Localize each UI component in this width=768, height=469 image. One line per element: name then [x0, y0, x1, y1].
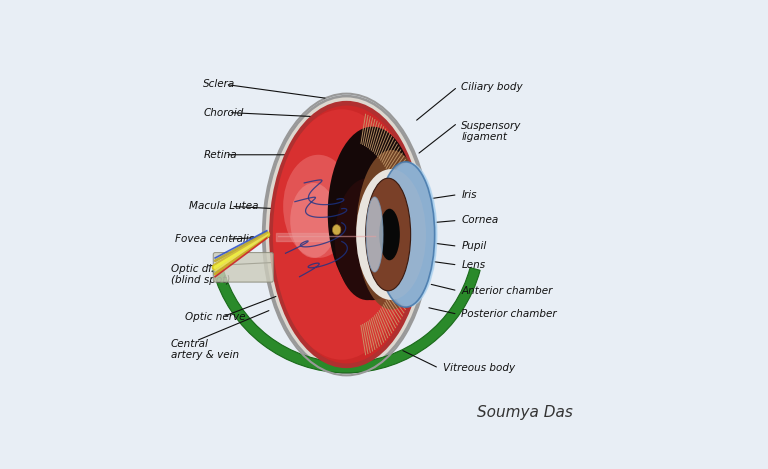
Ellipse shape	[380, 164, 436, 305]
Ellipse shape	[382, 165, 435, 304]
Ellipse shape	[269, 101, 424, 368]
Text: Central
artery & vein: Central artery & vein	[170, 339, 239, 360]
Ellipse shape	[382, 167, 435, 302]
Ellipse shape	[283, 155, 353, 258]
Text: Optic nerve: Optic nerve	[184, 311, 245, 322]
Text: Suspensory
ligament: Suspensory ligament	[462, 121, 521, 142]
Text: Sclera: Sclera	[204, 79, 236, 90]
Ellipse shape	[382, 166, 435, 303]
Text: Macula Lutea: Macula Lutea	[190, 201, 259, 212]
Ellipse shape	[383, 167, 434, 302]
Text: Iris: Iris	[462, 189, 477, 200]
Ellipse shape	[264, 96, 429, 373]
Ellipse shape	[333, 225, 341, 235]
Text: Choroid: Choroid	[204, 107, 243, 118]
Text: Vitreous body: Vitreous body	[442, 363, 515, 373]
Text: Lens: Lens	[462, 260, 485, 270]
Ellipse shape	[379, 162, 438, 307]
Text: Cornea: Cornea	[462, 215, 498, 226]
Ellipse shape	[356, 150, 427, 310]
Ellipse shape	[356, 169, 426, 300]
Ellipse shape	[273, 106, 419, 363]
Text: Pupil: Pupil	[462, 241, 487, 251]
Ellipse shape	[379, 209, 400, 260]
Ellipse shape	[328, 127, 417, 300]
Wedge shape	[213, 268, 480, 373]
FancyBboxPatch shape	[214, 253, 273, 282]
Text: Posterior chamber: Posterior chamber	[462, 309, 557, 319]
Text: Ciliary body: Ciliary body	[462, 82, 523, 92]
Ellipse shape	[380, 163, 437, 306]
Text: Optic disc
(blind spot): Optic disc (blind spot)	[170, 264, 230, 285]
Text: Anterior chamber: Anterior chamber	[462, 286, 553, 296]
Ellipse shape	[290, 183, 337, 258]
Text: Soumya Das: Soumya Das	[477, 405, 573, 420]
Ellipse shape	[273, 109, 411, 360]
Ellipse shape	[366, 178, 411, 291]
Ellipse shape	[376, 162, 435, 307]
Text: Retina: Retina	[204, 150, 237, 160]
Ellipse shape	[381, 164, 436, 305]
Text: Fovea centralis: Fovea centralis	[175, 234, 254, 244]
Ellipse shape	[335, 178, 400, 300]
Ellipse shape	[366, 197, 383, 272]
